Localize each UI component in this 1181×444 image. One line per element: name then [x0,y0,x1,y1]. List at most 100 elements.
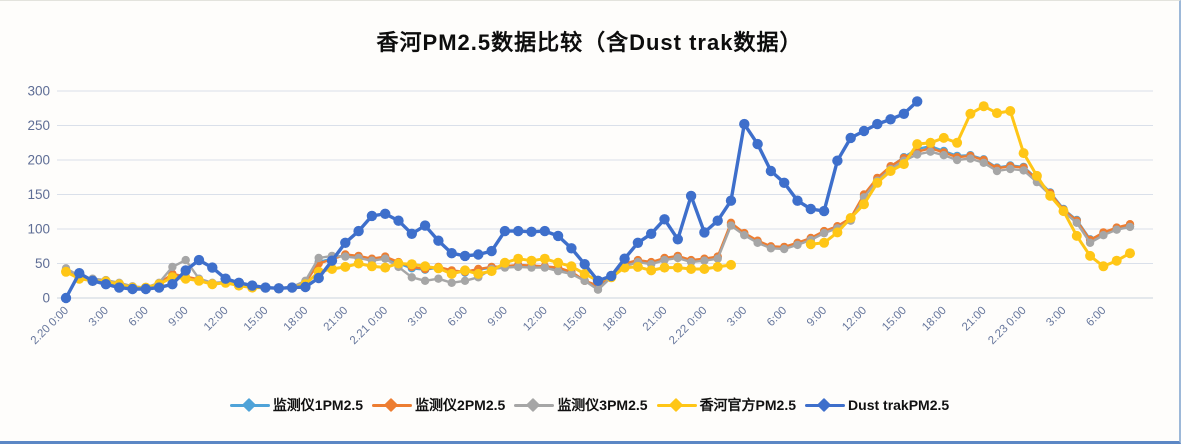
data-point-marker [286,282,298,293]
chart-title: 香河PM2.5数据比较（含Dust trak数据） [376,30,803,55]
data-point-marker [740,231,749,240]
data-point-marker [818,205,830,217]
data-point-marker [566,243,577,254]
x-tick-label: 2.22 0:00 [667,305,709,347]
data-point-marker [1085,250,1096,261]
data-point-marker [433,263,444,274]
data-point-marker [459,250,471,262]
data-point-marker [793,240,802,250]
series-line-2[interactable] [64,147,1132,290]
data-point-marker [766,244,776,253]
x-tick-label: 3:00 [406,305,430,329]
data-point-marker [273,283,284,294]
data-point-marker [127,283,138,295]
data-point-marker [540,263,549,272]
data-point-marker [527,263,536,272]
data-point-marker [832,227,843,238]
x-tick-label: 18:00 [920,305,949,334]
y-tick-label: 150 [27,187,50,202]
data-point-marker [673,253,682,263]
x-tick-label: 2.23 0:00 [986,305,1028,347]
data-point-marker [446,268,457,279]
series-markers-2[interactable] [61,144,1135,293]
data-point-marker [473,268,484,279]
x-tick-label: 2.21 0:00 [348,305,390,347]
data-point-marker [580,276,589,285]
data-point-marker [473,249,484,260]
data-point-marker [513,225,524,237]
x-tick-label: 21:00 [960,305,989,334]
data-point-marker [699,264,710,274]
data-point-marker [779,177,790,188]
series-line-3[interactable] [64,150,1132,291]
data-point-marker [366,261,377,272]
series-line-4[interactable] [64,104,1132,290]
legend-diamond-swatch [241,397,256,412]
data-point-marker [168,262,177,272]
data-point-marker [753,238,762,247]
legend-item-3[interactable]: 监测仪3PM2.5 [514,395,648,415]
data-point-marker [1071,230,1082,241]
x-tick-label: 3:00 [87,305,111,329]
series-markers-1[interactable] [61,142,1135,293]
data-point-marker [326,255,338,266]
data-point-marker [805,203,816,215]
y-tick-label: 50 [35,256,50,271]
data-point-marker [699,227,710,238]
data-point-marker [381,254,390,263]
data-point-marker [434,274,443,283]
data-point-marker [486,266,497,277]
series-markers-4[interactable] [61,101,1135,294]
data-point-marker [792,195,803,206]
x-tick-label: 9:00 [486,305,510,329]
y-tick-label: 100 [27,222,50,237]
data-point-marker [659,262,670,273]
legend-item-4[interactable]: 香河官方PM2.5 [656,395,796,415]
legend-item-1[interactable]: 监测仪1PM2.5 [229,395,364,415]
data-point-marker [193,254,205,266]
legend-label-1: 监测仪1PM2.5 [272,397,364,413]
x-tick-label: 6:00 [1084,305,1108,329]
data-point-marker [366,210,378,222]
data-point-marker [340,261,351,272]
data-point-marker [313,272,324,284]
data-point-marker [460,265,470,276]
x-tick-label: 15:00 [242,305,271,334]
x-tick-label: 6:00 [127,305,151,329]
data-point-marker [1018,148,1029,159]
data-point-marker [752,138,763,150]
data-point-marker [433,235,444,246]
series-line-1[interactable] [64,145,1132,290]
data-point-marker [153,282,165,293]
data-point-marker [380,262,391,273]
data-point-marker [60,292,72,304]
y-tick-label: 250 [27,118,50,133]
series-markers-3[interactable] [61,147,1135,294]
data-point-marker [406,259,417,270]
data-point-marker [619,262,630,273]
data-point-marker [207,262,218,273]
data-point-marker [912,139,923,150]
data-point-marker [233,277,245,288]
data-point-marker [526,226,537,237]
data-point-marker [966,154,975,163]
legend-diamond-swatch [383,397,399,412]
data-point-marker [447,278,456,287]
data-point-marker [220,273,231,284]
x-tick-label: 12:00 [840,305,869,334]
x-tick-label: 21:00 [322,305,351,334]
data-point-marker [845,132,856,144]
legend-item-5[interactable]: Dust trakPM2.5 [805,397,949,413]
data-point-marker [1099,231,1108,240]
x-tick-label: 15:00 [880,305,909,334]
data-point-marker [819,237,830,248]
series-markers-5[interactable] [60,96,923,304]
legend-marker-2 [372,397,413,412]
legend-item-2[interactable]: 监测仪2PM2.5 [372,395,505,415]
data-point-marker [1058,206,1069,217]
data-point-marker [912,96,923,107]
data-point-marker [167,279,178,290]
data-point-marker [420,261,431,272]
data-point-marker [1085,238,1095,247]
y-axis-labels: 0 50 100 150 200 250 300 [27,84,50,306]
